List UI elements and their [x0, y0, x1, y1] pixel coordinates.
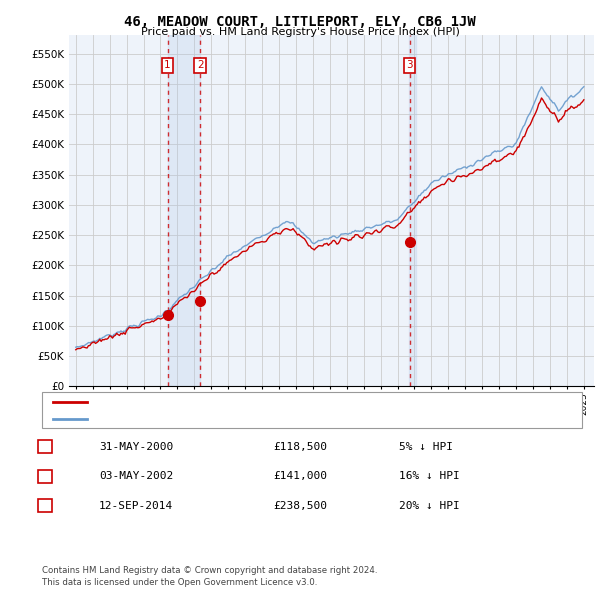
Text: £118,500: £118,500	[273, 442, 327, 451]
Text: 03-MAY-2002: 03-MAY-2002	[99, 471, 173, 481]
Text: 5% ↓ HPI: 5% ↓ HPI	[399, 442, 453, 451]
Bar	[409, 35, 416, 386]
Text: 3: 3	[41, 501, 49, 510]
Text: Contains HM Land Registry data © Crown copyright and database right 2024.
This d: Contains HM Land Registry data © Crown c…	[42, 566, 377, 587]
Text: £238,500: £238,500	[273, 501, 327, 510]
Text: 1: 1	[164, 60, 171, 70]
Text: HPI: Average price, detached house, East Cambridgeshire: HPI: Average price, detached house, East…	[93, 414, 381, 424]
Text: Price paid vs. HM Land Registry's House Price Index (HPI): Price paid vs. HM Land Registry's House …	[140, 27, 460, 37]
Text: 12-SEP-2014: 12-SEP-2014	[99, 501, 173, 510]
Text: 20% ↓ HPI: 20% ↓ HPI	[399, 501, 460, 510]
Bar	[167, 35, 200, 386]
Text: 46, MEADOW COURT, LITTLEPORT, ELY, CB6 1JW: 46, MEADOW COURT, LITTLEPORT, ELY, CB6 1…	[124, 15, 476, 29]
Text: 1: 1	[41, 442, 49, 451]
Text: 2: 2	[197, 60, 203, 70]
Text: 31-MAY-2000: 31-MAY-2000	[99, 442, 173, 451]
Text: £141,000: £141,000	[273, 471, 327, 481]
Text: 3: 3	[406, 60, 413, 70]
Text: 16% ↓ HPI: 16% ↓ HPI	[399, 471, 460, 481]
Text: 46, MEADOW COURT, LITTLEPORT, ELY, CB6 1JW (detached house): 46, MEADOW COURT, LITTLEPORT, ELY, CB6 1…	[93, 397, 422, 407]
Text: 2: 2	[41, 471, 49, 481]
